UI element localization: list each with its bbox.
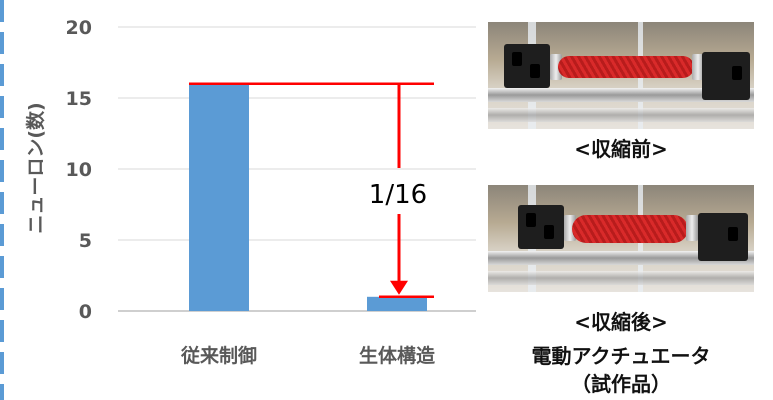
y-tick-label-5: 5 bbox=[79, 230, 92, 252]
caption-before-contraction: <収縮前> bbox=[574, 137, 668, 161]
y-axis-label: ニューロン(数) bbox=[24, 102, 47, 233]
y-tick-label-0: 0 bbox=[79, 301, 92, 323]
y-tick-label-20: 20 bbox=[66, 17, 92, 39]
ratio-annotation-label: 1/16 bbox=[369, 180, 427, 210]
y-tick-label-15: 15 bbox=[66, 88, 92, 110]
bar-conventional-control bbox=[189, 83, 249, 311]
category-label-biological: 生体構造 bbox=[359, 344, 436, 367]
ratio-arrow-head bbox=[390, 280, 408, 295]
actuator-photo-after-contraction bbox=[488, 185, 754, 292]
caption-after-contraction: <収縮後> bbox=[574, 310, 668, 334]
bar-biological-structure bbox=[367, 296, 427, 311]
y-tick-label-10: 10 bbox=[66, 159, 92, 181]
actuator-title: 電動アクチュエータ bbox=[531, 344, 711, 368]
category-label-conventional: 従来制御 bbox=[180, 344, 257, 367]
neuron-count-bar-chart: 20 15 10 5 0 ニューロン(数) 1/16 従来制御 生体構造 bbox=[24, 17, 476, 367]
actuator-title-note: （試作品） bbox=[571, 372, 671, 396]
slide-edge-strip bbox=[0, 0, 4, 400]
actuator-photo-before-contraction bbox=[488, 22, 754, 129]
